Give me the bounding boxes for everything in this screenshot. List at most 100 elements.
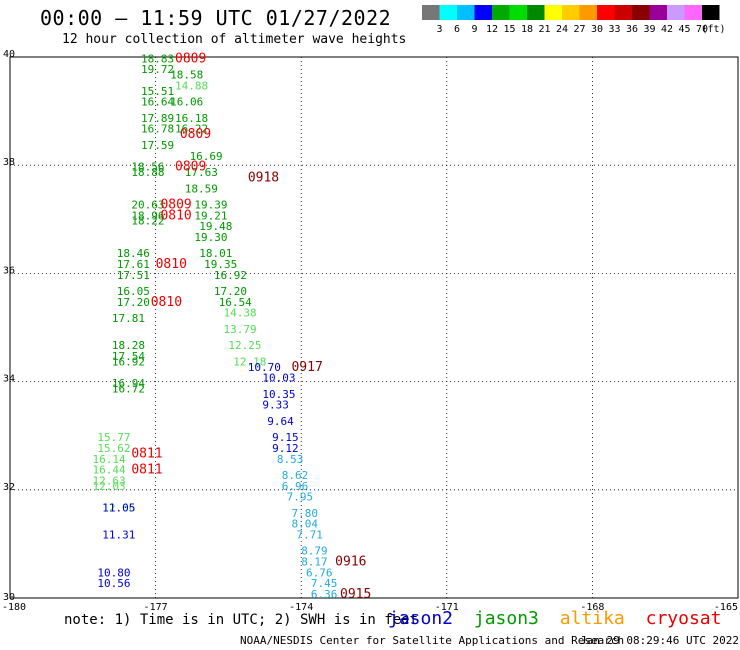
wave-height-point: 17.20: [214, 285, 247, 298]
legend-label: 15: [503, 24, 515, 35]
wave-height-point: 9.12: [272, 442, 299, 455]
y-tick-label: 30: [3, 592, 15, 603]
wave-height-point: 7.71: [296, 528, 323, 541]
wave-height-point: 12.66: [102, 501, 135, 514]
wave-height-point: 12.63: [93, 474, 126, 487]
wave-height-point: 8.62: [282, 469, 309, 482]
wave-height-point: 9.33: [262, 399, 289, 412]
legend-swatch: [632, 5, 650, 20]
wave-height-point: 8.53: [277, 453, 304, 466]
pass-time-label: 0809: [175, 160, 206, 175]
wave-height-point: 11.31: [102, 528, 135, 541]
legend-label: 33: [608, 24, 620, 35]
page-subtitle: 12 hour collection of altimeter wave hei…: [62, 32, 407, 47]
legend-label: 9: [471, 24, 477, 35]
pass-time-label: 0915: [340, 587, 371, 602]
legend-swatch: [562, 5, 580, 20]
wave-height-point: 18.59: [185, 182, 218, 195]
legend-label: 6: [454, 24, 460, 35]
satellite-jason3: jason3: [473, 608, 539, 629]
wave-height-point: 12.25: [228, 339, 261, 352]
legend-label: 12: [486, 24, 498, 35]
wave-height-point: 19.35: [204, 258, 237, 271]
pass-time-label: 0811: [131, 446, 162, 461]
pass-time-label: 0809: [160, 197, 191, 212]
legend-label: 39: [643, 24, 655, 35]
wave-height-point: 16.05: [117, 285, 150, 298]
wave-height-point: 13.79: [224, 323, 257, 336]
wave-height-point: 17.59: [141, 139, 174, 152]
wave-height-point: 12.03: [93, 480, 126, 493]
wave-height-point: 17.81: [112, 312, 145, 325]
legend-swatch: [492, 5, 510, 20]
wave-height-point: 8.17: [301, 556, 328, 569]
legend-label: 70: [696, 24, 708, 35]
wave-height-point: 16.69: [190, 150, 223, 163]
pass-time-label: 0809: [175, 51, 206, 66]
wave-height-point: 16.72: [112, 382, 145, 395]
legend-label: 36: [626, 24, 638, 35]
wave-height-point: 18.22: [131, 215, 164, 228]
x-tick-label: -168: [580, 602, 604, 613]
legend-label: 42: [661, 24, 673, 35]
legend-label: 30: [591, 24, 603, 35]
legend-swatch: [457, 5, 475, 20]
wave-height-point: 16.54: [219, 296, 252, 309]
wave-height-point: 18.56: [131, 161, 164, 174]
y-tick-label: 36: [3, 265, 15, 276]
wave-height-point: 19.48: [199, 220, 232, 233]
wave-height-point: 16.44: [93, 464, 126, 477]
wave-height-point: 16.78: [141, 123, 174, 136]
satellite-altika: altika: [559, 608, 625, 629]
wave-height-point: 19.30: [194, 231, 227, 244]
satellite-legend: jason2 jason3 altika cryosat s3a: [388, 608, 740, 629]
legend-swatch: [667, 5, 685, 20]
wave-height-point: 16.64: [141, 96, 174, 109]
wave-height-point: 18.83: [141, 52, 174, 65]
wave-height-point: 18.96: [131, 209, 164, 222]
wave-height-point: 7.45: [311, 577, 338, 590]
legend-swatch: [597, 5, 615, 20]
wave-height-point: 10.56: [97, 577, 130, 590]
legend-label: 24: [556, 24, 568, 35]
pass-time-label: 0809: [180, 127, 211, 142]
wave-height-point: 18.58: [170, 69, 203, 82]
wave-height-point: 19.21: [194, 209, 227, 222]
wave-height-point: 16.92: [112, 355, 145, 368]
x-tick-label: -180: [2, 602, 26, 613]
wave-height-point: 10.80: [97, 566, 130, 579]
wave-height-point: 9.64: [267, 415, 294, 428]
wave-height-point: 6.36: [311, 588, 338, 601]
legend-swatch: [439, 5, 457, 20]
wave-height-point: 17.51: [117, 269, 150, 282]
wave-height-point: 20.63: [131, 198, 164, 211]
y-tick-label: 34: [3, 374, 15, 385]
pass-time-label: 0811: [131, 463, 162, 478]
pass-time-label: 0917: [291, 360, 322, 375]
legend-label: (ft): [701, 24, 725, 35]
units-note: note: 1) Time is in UTC; 2) SWH is in fe…: [64, 612, 419, 628]
wave-height-point: 14.88: [175, 79, 208, 92]
wave-height-point: 19.72: [141, 63, 174, 76]
footer-generated-date: Jan 29 08:29:46 UTC 2022: [580, 634, 739, 647]
x-tick-label: -165: [714, 602, 738, 613]
satellite-jason2: jason2: [388, 608, 454, 629]
wave-height-point: 16.94: [112, 377, 145, 390]
legend-swatch: [527, 5, 545, 20]
wave-height-point: 16.06: [170, 96, 203, 109]
wave-height-point: 18.46: [117, 247, 150, 260]
legend-swatch: [579, 5, 597, 20]
satellite-cryosat: cryosat: [645, 608, 722, 629]
wave-height-point: 8.79: [301, 545, 328, 558]
x-tick-label: -174: [289, 602, 313, 613]
legend-swatch: [614, 5, 632, 20]
legend-swatch: [509, 5, 527, 20]
wave-height-point: 8.04: [291, 518, 318, 531]
wave-height-point: 6.76: [306, 566, 333, 579]
legend-label: 27: [573, 24, 585, 35]
legend-swatch: [702, 5, 720, 20]
legend-swatch: [422, 5, 440, 20]
wave-height-point: 10.03: [262, 372, 295, 385]
legend-label: 21: [538, 24, 550, 35]
wave-height-point: 18.88: [131, 166, 164, 179]
